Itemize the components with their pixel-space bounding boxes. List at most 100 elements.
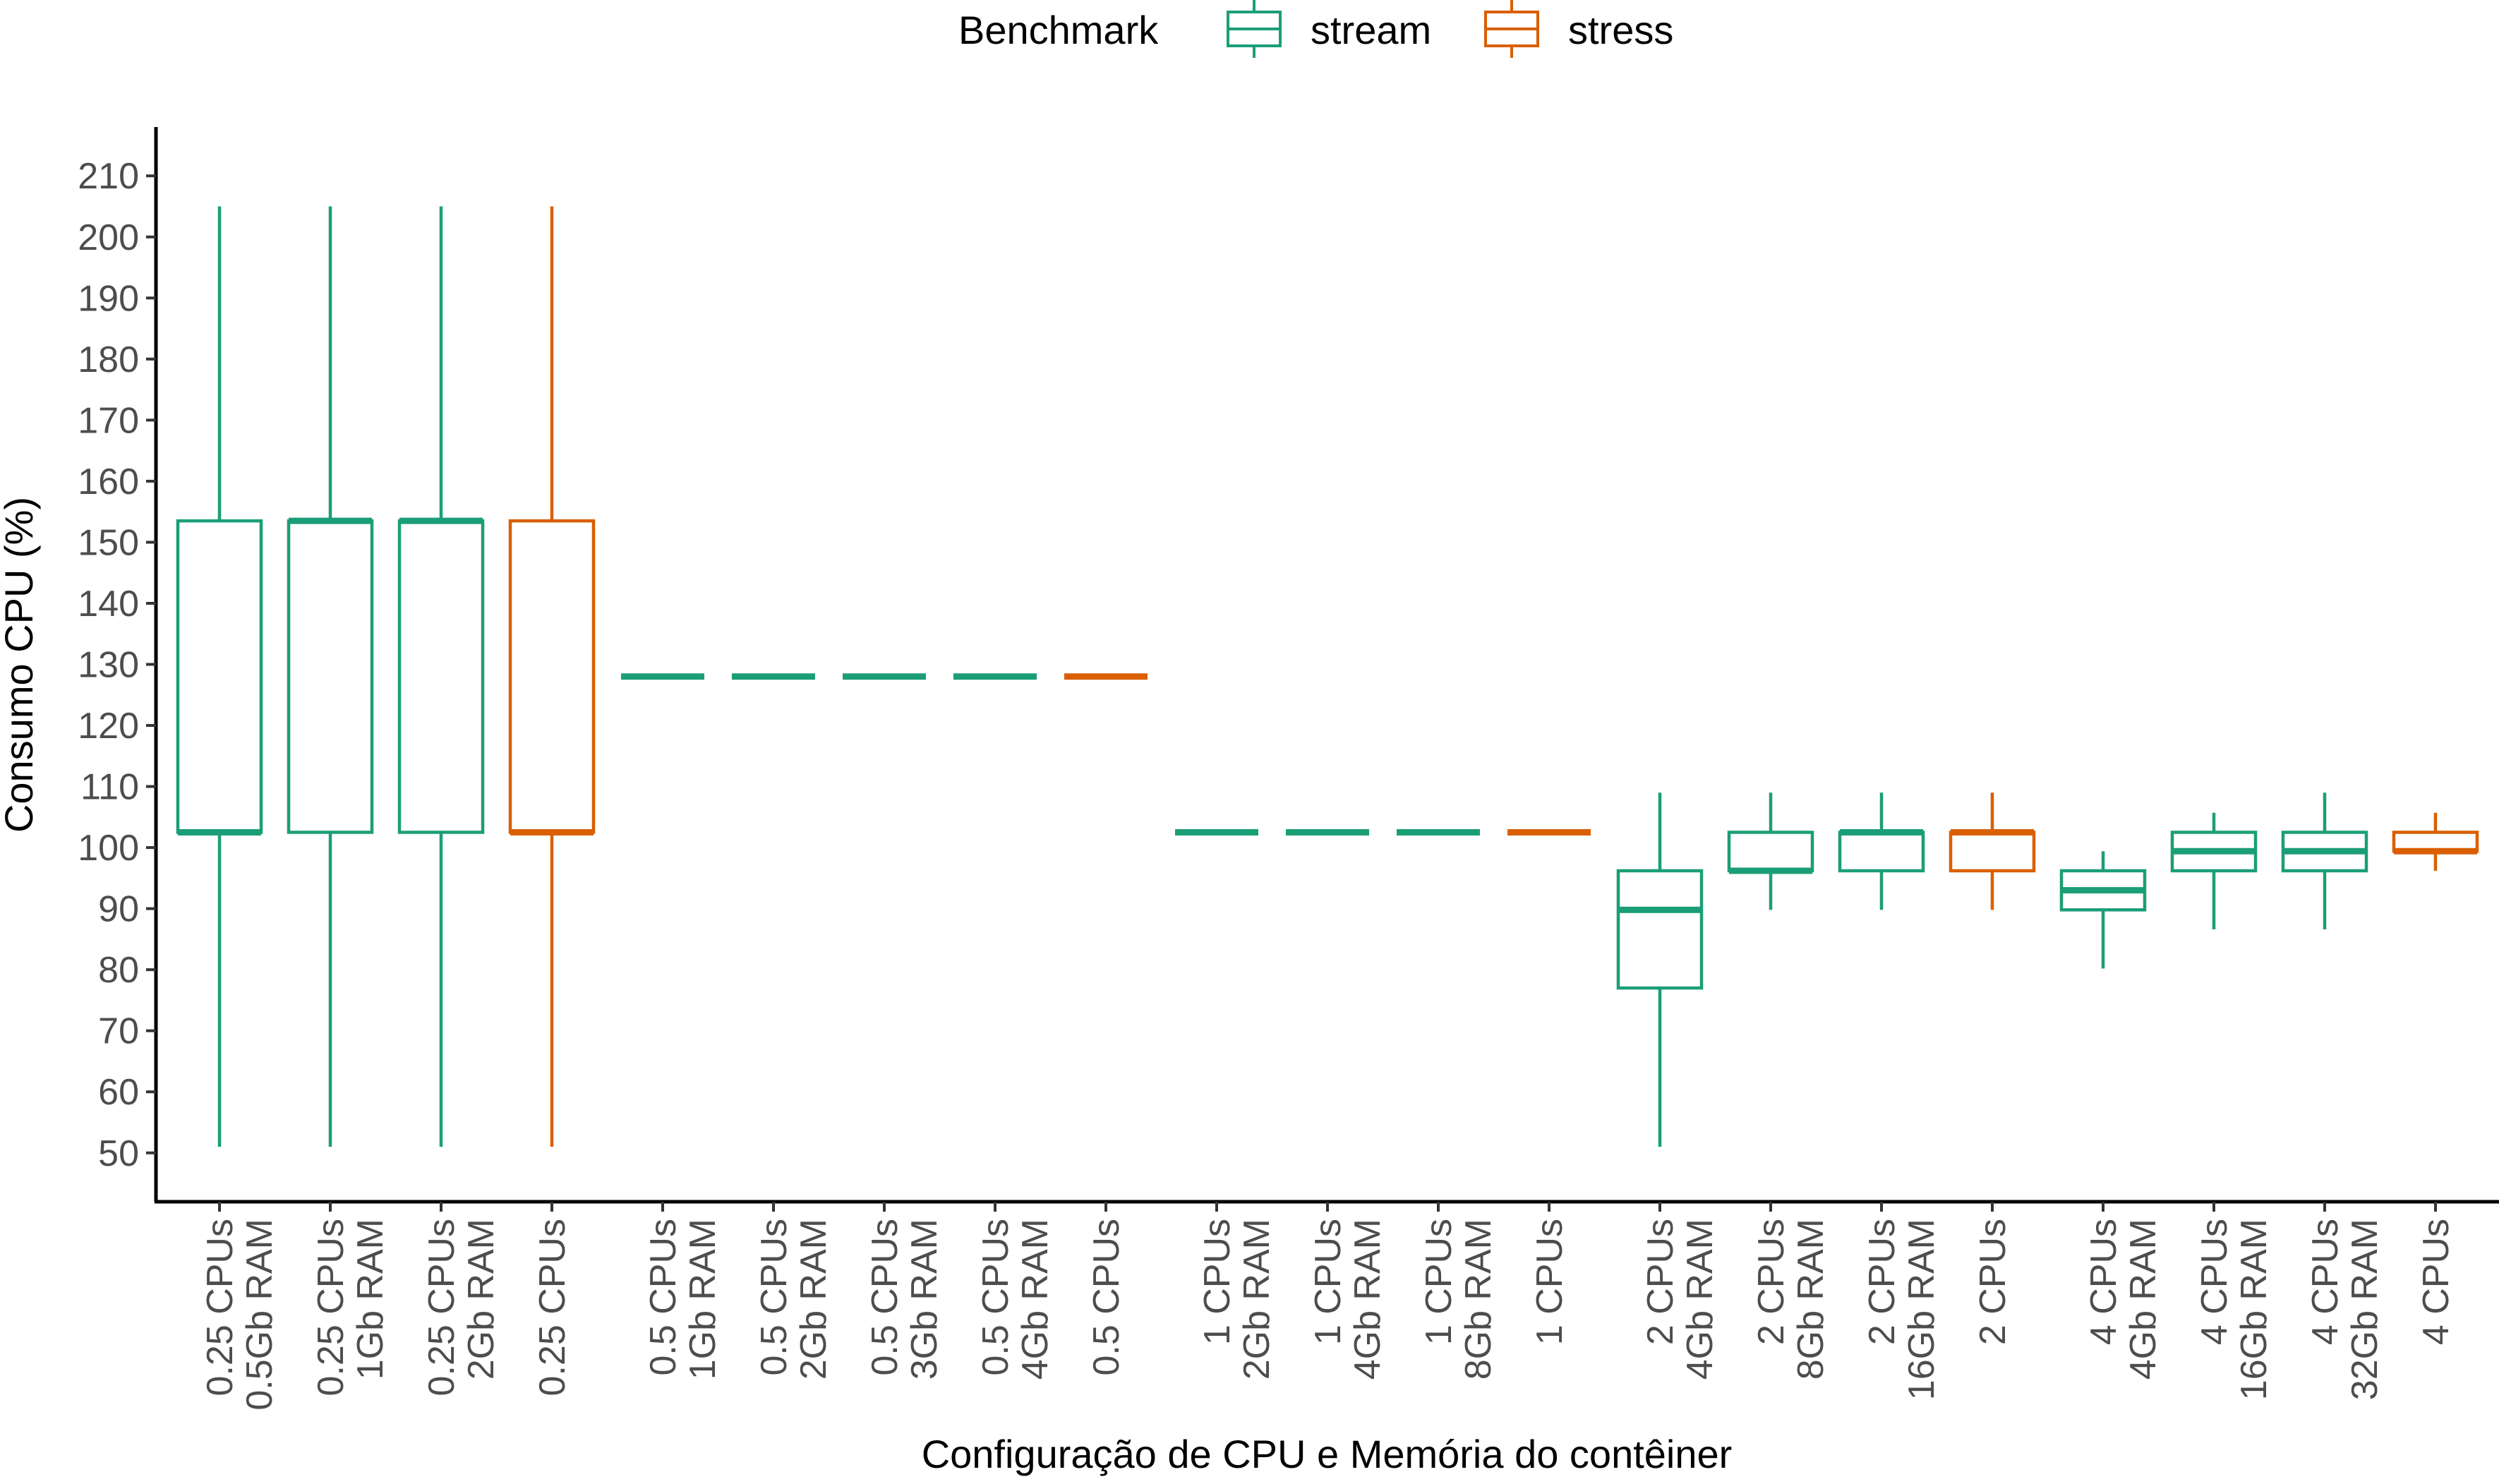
box-iqr [1949,831,2036,873]
box-stress [508,206,596,1147]
x-tick-label-ram: 8Gb RAM [1458,1219,1499,1380]
x-tick-label: 0.5 CPUs [1086,1219,1127,1376]
x-axis-title: Configuração de CPU e Memória do contêin… [922,1432,1733,1476]
x-tick-label: 2 CPUs8Gb RAM [1751,1219,1831,1380]
box-iqr [1727,831,1814,873]
x-tick-label-ram: 2Gb RAM [793,1219,834,1380]
x-tick-label-ram: 1Gb RAM [682,1219,723,1380]
x-tick-label-ram: 3Gb RAM [904,1219,945,1380]
x-tick-label: 1 CPUs [1529,1219,1570,1345]
x-tick-label: 1 CPUs8Gb RAM [1419,1219,1499,1380]
y-tick-label: 70 [98,1011,139,1052]
x-tick-label-cpu: 4 CPUs [2083,1219,2124,1345]
x-tick-label-cpu: 0.25 CPUs [311,1219,351,1396]
box-stream [2059,851,2147,969]
box-stream [1616,792,1704,1147]
x-tick-label-cpu: 0.25 CPUs [200,1219,241,1396]
box-stream [287,206,374,1147]
x-tick-label-cpu: 2 CPUs [1640,1219,1681,1345]
y-tick-label: 60 [98,1072,139,1113]
x-tick-label: 0.25 CPUs0.5Gb RAM [200,1219,280,1411]
y-tick-label: 140 [78,584,139,625]
x-tick-label-cpu: 2 CPUs [1751,1219,1792,1345]
x-tick-label-ram: 1Gb RAM [350,1219,391,1380]
y-tick-label: 80 [98,950,139,991]
legend-item-stress: stress [1484,0,1673,58]
x-tick-label-cpu: 0.5 CPUs [643,1219,684,1376]
y-tick-label: 110 [80,767,139,808]
box-stress [2392,812,2479,871]
x-tick-label-cpu: 0.25 CPUs [532,1219,573,1396]
x-tick-label-cpu: 1 CPUs [1419,1219,1459,1345]
box-stream [397,206,485,1147]
box-iqr [1616,869,1704,990]
box-stream [2170,812,2258,930]
box-stream [176,206,263,1147]
y-tick-label: 150 [78,522,139,563]
x-tick-label-ram: 0.5Gb RAM [239,1219,280,1411]
x-tick-label-ram: 4Gb RAM [1680,1219,1721,1380]
x-tick-label: 4 CPUs32Gb RAM [2305,1219,2385,1400]
x-tick-label: 0.5 CPUs4Gb RAM [975,1219,1056,1380]
x-tick-label-cpu: 1 CPUs [1308,1219,1349,1345]
y-tick-label: 160 [78,462,139,502]
x-tick-label-cpu: 2 CPUs [1862,1219,1903,1345]
x-tick-label-cpu: 4 CPUs [2416,1219,2457,1345]
y-tick-label: 50 [98,1133,139,1174]
y-tick-label: 130 [78,645,139,686]
box-iqr [287,519,374,834]
x-tick-label-cpu: 4 CPUs [2194,1219,2235,1345]
y-tick-label: 100 [78,828,139,869]
x-tick-label: 1 CPUs2Gb RAM [1197,1219,1277,1380]
legend-label: stream [1311,8,1431,52]
x-tick-label-ram: 32Gb RAM [2344,1219,2385,1400]
y-tick-label: 210 [78,156,139,197]
x-tick-label-ram: 8Gb RAM [1790,1219,1831,1380]
y-tick-label: 120 [78,706,139,747]
x-tick-label-ram: 2Gb RAM [461,1219,502,1380]
x-tick-label-cpu: 1 CPUs [1529,1219,1570,1345]
box-iqr [176,519,263,834]
y-axis-title: Consumo CPU (%) [0,497,41,833]
y-tick-label: 200 [78,217,139,258]
x-tick-label-cpu: 4 CPUs [2305,1219,2346,1345]
x-tick-label-ram: 4Gb RAM [1347,1219,1388,1380]
x-tick-label: 0.25 CPUs2Gb RAM [421,1219,502,1396]
x-tick-label-ram: 4Gb RAM [2123,1219,2164,1380]
x-tick-label-ram: 2Gb RAM [1236,1219,1277,1380]
legend-label: stress [1568,8,1673,52]
legend-title: Benchmark [958,8,1159,52]
x-tick-label-cpu: 2 CPUs [1973,1219,2013,1345]
legend-item-stream: stream [1227,0,1431,58]
x-tick-label: 4 CPUs16Gb RAM [2194,1219,2275,1400]
x-tick-label: 1 CPUs4Gb RAM [1308,1219,1388,1380]
x-tick-label-cpu: 0.5 CPUs [975,1219,1016,1376]
x-tick-label: 0.5 CPUs3Gb RAM [865,1219,945,1380]
x-tick-label-ram: 16Gb RAM [2234,1219,2275,1400]
x-tick-label: 2 CPUs4Gb RAM [1640,1219,1721,1380]
y-tick-label: 190 [78,278,139,319]
box-stream [1727,792,1814,910]
box-stream [1838,792,1925,910]
x-tick-label-ram: 4Gb RAM [1015,1219,1056,1380]
x-tick-label: 4 CPUs4Gb RAM [2083,1219,2164,1380]
x-tick-label-ram: 16Gb RAM [1901,1219,1942,1400]
x-tick-label-cpu: 0.5 CPUs [1086,1219,1127,1376]
x-tick-label: 4 CPUs [2416,1219,2457,1345]
x-tick-label: 2 CPUs [1973,1219,2013,1345]
x-tick-label-cpu: 0.5 CPUs [865,1219,905,1376]
plot-area: 50 60 70 80 90 100 110 120 130 140 150 160 170 180 190… [78,127,2499,1411]
x-tick-label: 0.25 CPUs [532,1219,573,1396]
x-tick-label: 0.5 CPUs1Gb RAM [643,1219,723,1380]
x-tick-label: 2 CPUs16Gb RAM [1862,1219,1942,1400]
box-stress [1949,792,2036,910]
x-tick-label: 0.25 CPUs1Gb RAM [311,1219,391,1396]
x-tick-label-cpu: 1 CPUs [1197,1219,1238,1345]
x-tick-label-cpu: 0.5 CPUs [754,1219,795,1376]
box-stream [2281,792,2368,930]
x-tick-label-cpu: 0.25 CPUs [421,1219,462,1396]
box-iqr [397,519,485,834]
legend: Benchmark stream stress [958,0,1673,58]
y-tick-label: 170 [78,400,139,441]
